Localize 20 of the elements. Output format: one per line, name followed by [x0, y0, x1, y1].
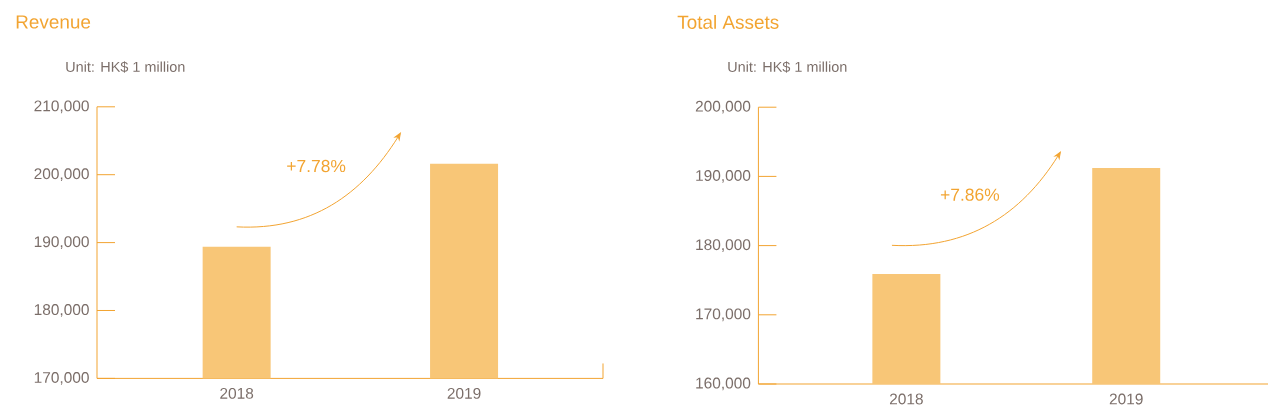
y-tick-label: 170,000 — [34, 372, 89, 385]
chart-subtitle: Unit: HK$ 1 million — [66, 61, 185, 73]
x-tick-label: 2018 — [220, 387, 254, 399]
y-tick-label: 190,000 — [696, 170, 751, 183]
y-tick-label: 190,000 — [34, 236, 89, 249]
chart-title: Total Assets — [677, 15, 779, 29]
y-tick-label: 170,000 — [696, 308, 751, 322]
annotation: +7.78% — [287, 159, 346, 173]
y-tick-label: 210,000 — [34, 100, 89, 114]
x-tick-label: 2019 — [447, 387, 481, 399]
y-tick-label: 180,000 — [34, 304, 89, 317]
x-tick-label: 2019 — [1109, 393, 1143, 405]
chart-subtitle: Unit: HK$ 1 million — [728, 61, 847, 73]
y-tick-label: 180,000 — [696, 239, 751, 252]
chart-title: Revenue — [16, 15, 91, 29]
annotation: +7.86% — [940, 188, 1000, 201]
x-tick-label: 2018 — [889, 393, 923, 405]
y-tick-label: 160,000 — [696, 377, 751, 391]
y-tick-label: 200,000 — [34, 168, 89, 182]
y-tick-label: 200,000 — [695, 100, 751, 114]
